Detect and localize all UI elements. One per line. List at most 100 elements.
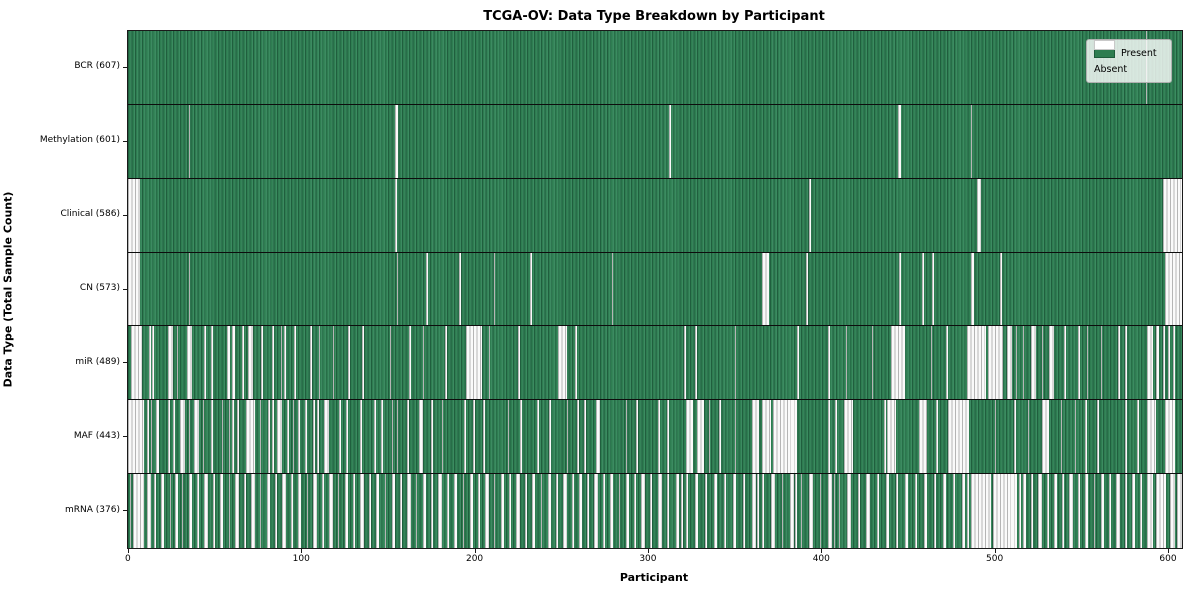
absent-stripe bbox=[795, 474, 798, 548]
absent-stripe bbox=[1013, 400, 1016, 474]
absent-stripe bbox=[694, 474, 699, 548]
absent-stripe bbox=[297, 474, 302, 548]
absent-stripe bbox=[602, 474, 605, 548]
absent-stripe bbox=[809, 178, 811, 252]
absent-stripe bbox=[228, 474, 231, 548]
absent-stripe bbox=[634, 474, 636, 548]
absent-stripe bbox=[686, 400, 694, 474]
absent-stripe bbox=[611, 252, 614, 326]
absent-stripe bbox=[1131, 474, 1136, 548]
absent-stripe bbox=[1162, 178, 1182, 252]
x-tick-label: 600 bbox=[1159, 554, 1177, 564]
absent-stripe bbox=[667, 400, 669, 474]
absent-stripe bbox=[518, 326, 520, 400]
absent-stripe bbox=[360, 474, 364, 548]
absent-stripe bbox=[843, 400, 853, 474]
absent-stripe bbox=[771, 474, 775, 548]
x-tick-label: 400 bbox=[812, 554, 830, 564]
absent-stripe bbox=[752, 400, 759, 474]
absent-stripe bbox=[540, 474, 543, 548]
absent-stripe bbox=[304, 400, 307, 474]
absent-stripe bbox=[743, 474, 746, 548]
absent-stripe bbox=[478, 474, 480, 548]
absent-stripe bbox=[445, 326, 447, 400]
absent-stripe bbox=[618, 474, 621, 548]
absent-stripe bbox=[987, 326, 1004, 400]
absent-stripe bbox=[857, 474, 860, 548]
absent-stripe bbox=[193, 400, 200, 474]
absent-stripe bbox=[934, 474, 936, 548]
x-tick-mark bbox=[647, 549, 649, 553]
absent-stripe bbox=[609, 474, 614, 548]
absent-stripe bbox=[167, 400, 170, 474]
absent-stripe bbox=[472, 400, 475, 474]
absent-stripe bbox=[675, 474, 680, 548]
absent-stripe bbox=[838, 474, 841, 548]
absent-stripe bbox=[181, 474, 184, 548]
row-miR bbox=[128, 326, 1182, 401]
absent-stripe bbox=[493, 252, 496, 326]
absent-stripe bbox=[431, 474, 434, 548]
absent-stripe bbox=[524, 474, 527, 548]
absent-stripe bbox=[833, 474, 836, 548]
row-mRNA bbox=[128, 474, 1182, 548]
x-tick-mark bbox=[474, 549, 476, 553]
legend-item-absent: Absent bbox=[1094, 40, 1164, 77]
absent-stripe bbox=[493, 474, 496, 548]
absent-stripe bbox=[261, 326, 264, 400]
absent-stripe bbox=[781, 474, 784, 548]
absent-stripe bbox=[344, 474, 349, 548]
absent-stripe bbox=[658, 474, 662, 548]
absent-stripe bbox=[251, 474, 255, 548]
absent-stripe bbox=[531, 474, 536, 548]
absent-stripe bbox=[1041, 326, 1044, 400]
absent-stripe bbox=[244, 474, 246, 548]
absent-stripe bbox=[462, 474, 465, 548]
absent-stripe bbox=[967, 326, 987, 400]
absent-stripe bbox=[762, 474, 765, 548]
absent-stripe bbox=[734, 400, 737, 474]
absent-stripe bbox=[635, 400, 638, 474]
absent-stripe bbox=[422, 326, 425, 400]
absent-stripe bbox=[921, 252, 924, 326]
absent-stripe bbox=[1176, 474, 1182, 548]
absent-stripe bbox=[1100, 326, 1103, 400]
absent-stripe bbox=[772, 400, 798, 474]
absent-stripe bbox=[306, 474, 309, 548]
absent-stripe bbox=[391, 474, 395, 548]
absent-stripe bbox=[297, 400, 300, 474]
absent-stripe bbox=[375, 474, 380, 548]
absent-stripe bbox=[389, 326, 392, 400]
y-tick-label: MAF (443) bbox=[73, 430, 120, 441]
absent-stripe bbox=[226, 326, 231, 400]
absent-stripe bbox=[1053, 474, 1058, 548]
absent-stripe bbox=[313, 400, 316, 474]
absent-stripe bbox=[967, 474, 969, 548]
absent-stripe bbox=[713, 474, 718, 548]
absent-stripe bbox=[292, 400, 295, 474]
absent-stripe bbox=[835, 400, 837, 474]
absent-stripe bbox=[575, 326, 577, 400]
absent-stripe bbox=[1124, 400, 1127, 474]
y-tick-mark bbox=[123, 214, 127, 216]
absent-stripe bbox=[415, 474, 418, 548]
y-tick-label: BCR (607) bbox=[74, 61, 120, 72]
absent-stripe bbox=[578, 474, 583, 548]
absent-stripe bbox=[188, 474, 193, 548]
absent-stripe bbox=[1077, 474, 1080, 548]
absent-stripe bbox=[696, 400, 704, 474]
absent-stripe bbox=[537, 400, 539, 474]
x-axis-label: Participant bbox=[619, 571, 689, 584]
absent-stripe bbox=[790, 474, 794, 548]
absent-stripe bbox=[1027, 400, 1030, 474]
x-tick-mark bbox=[1167, 549, 1169, 553]
absent-stripe bbox=[155, 400, 160, 474]
absent-stripe bbox=[128, 252, 141, 326]
absent-stripe bbox=[1086, 326, 1089, 400]
absent-stripe bbox=[346, 400, 349, 474]
x-tick-mark bbox=[127, 549, 129, 553]
absent-stripe bbox=[173, 400, 175, 474]
absent-stripe bbox=[266, 474, 271, 548]
absent-stripe bbox=[275, 474, 278, 548]
absent-stripe bbox=[970, 104, 973, 178]
